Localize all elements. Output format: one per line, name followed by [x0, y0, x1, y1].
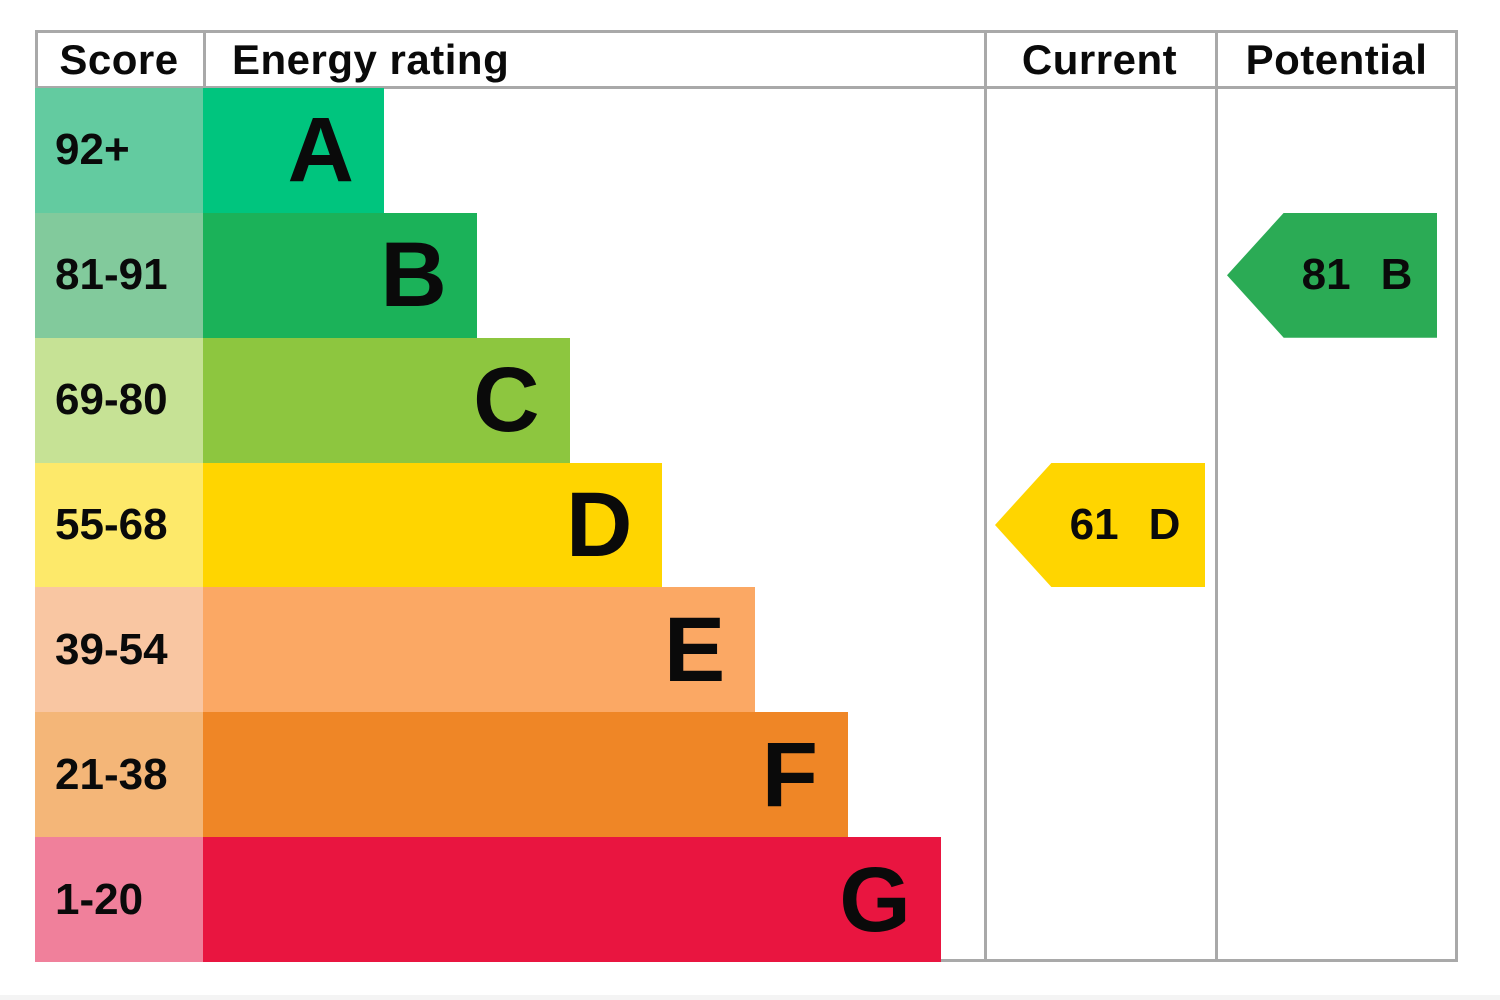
current-column-left-border [984, 30, 987, 962]
band-row-c: 69-80 C [35, 337, 1458, 463]
score-range-g: 1-20 [35, 837, 203, 962]
current-rating-band: D [1148, 499, 1181, 549]
band-letter-g: G [839, 848, 911, 951]
score-range-e: 39-54 [35, 587, 203, 713]
rating-bar-e: E [203, 587, 756, 713]
band-row-b: 81-91 B [35, 212, 1458, 338]
rating-bar-f: F [203, 712, 848, 838]
band-row-e: 39-54 E [35, 587, 1458, 713]
potential-rating-band: B [1380, 250, 1413, 300]
score-range-b: 81-91 [35, 212, 203, 338]
rating-bar-b: B [203, 212, 477, 338]
score-range-c: 69-80 [35, 337, 203, 463]
band-letter-e: E [663, 598, 726, 701]
rating-bar-c: C [203, 337, 570, 463]
header-row: Score Energy rating Current Potential [35, 33, 1458, 86]
table-top-border [35, 30, 1458, 33]
rating-bar-g: G [203, 837, 941, 962]
score-range-a: 92+ [35, 88, 203, 213]
header-divider [35, 86, 1458, 89]
image-bottom-edge [0, 995, 1500, 1000]
band-letter-a: A [287, 99, 354, 202]
header-left-border [35, 30, 38, 89]
band-letter-d: D [565, 473, 633, 576]
energy-rating-column-header: Energy rating [232, 35, 510, 83]
score-column-header: Score [59, 35, 179, 83]
current-potential-divider [1215, 30, 1218, 962]
score-energy-divider [203, 30, 206, 89]
rating-bar-d: D [203, 462, 663, 588]
band-row-d: 55-68 D [35, 462, 1458, 588]
score-range-d: 55-68 [35, 462, 203, 588]
potential-column-header: Potential [1245, 35, 1428, 83]
band-row-a: 92+ A [35, 88, 1458, 213]
band-letter-f: F [761, 723, 818, 826]
band-row-f: 21-38 F [35, 712, 1458, 838]
current-column-header: Current [1021, 35, 1178, 83]
potential-rating-value: 81 [1301, 250, 1351, 300]
potential-column-right-border [1455, 30, 1458, 962]
score-range-f: 21-38 [35, 712, 203, 838]
rating-bar-a: A [203, 88, 384, 213]
current-rating-value: 61 [1069, 499, 1119, 549]
band-letter-c: C [473, 349, 540, 452]
band-letter-b: B [380, 224, 447, 327]
band-row-g: 1-20 G [35, 837, 1458, 962]
